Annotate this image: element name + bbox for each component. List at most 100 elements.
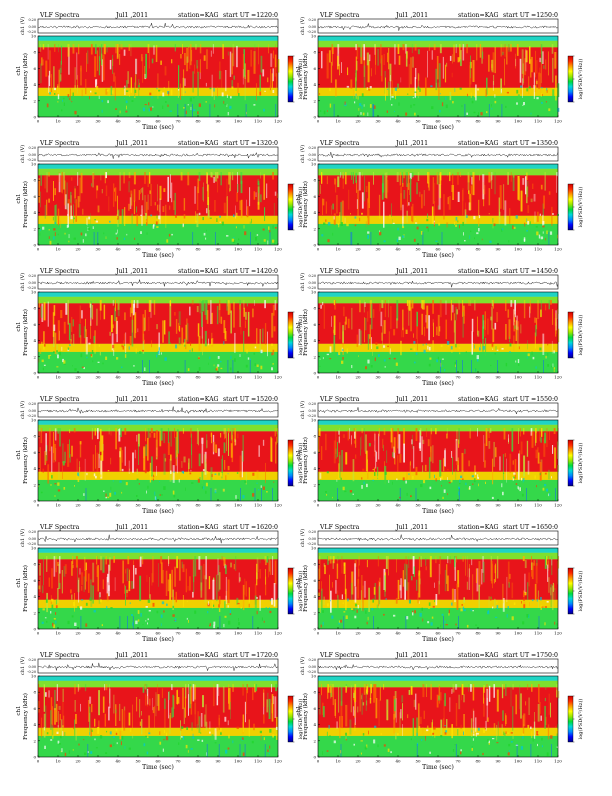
time-tick-label: 80 (475, 759, 481, 764)
spectral-streak (516, 300, 517, 306)
spectral-streak (236, 45, 238, 68)
spectral-streak (369, 300, 372, 318)
spectral-impulse (244, 744, 246, 757)
time-tick-label: 50 (135, 503, 141, 508)
spectral-speckle (511, 616, 514, 621)
spectral-streak (235, 439, 237, 446)
spectral-streak (225, 595, 227, 600)
spectral-streak (322, 702, 324, 715)
spectral-speckle (432, 605, 435, 608)
spectral-streak (57, 85, 59, 93)
spectral-streak (94, 718, 96, 727)
spectral-speckle (418, 726, 421, 730)
spectral-streak (547, 564, 549, 582)
spectral-impulse (530, 744, 532, 757)
spectral-speckle (81, 366, 85, 368)
spectral-streak (330, 61, 333, 83)
spectral-streak (425, 314, 427, 323)
spectral-streak (135, 58, 138, 75)
spectral-speckle (460, 724, 462, 729)
spectral-speckle (372, 598, 374, 603)
spectral-streak (422, 684, 425, 698)
time-tick-label: 30 (375, 503, 381, 508)
spectral-speckle (491, 108, 493, 110)
spectral-speckle (191, 348, 193, 352)
time-axis-label: Time (sec) (142, 124, 174, 131)
spectral-streak (491, 307, 493, 330)
spectral-streak (540, 184, 543, 190)
spectral-streak (400, 578, 402, 599)
spectral-streak (335, 448, 337, 459)
spectral-speckle (454, 88, 456, 92)
spectral-streak (456, 440, 458, 465)
spectral-streak (545, 686, 547, 690)
spectral-streak (333, 300, 335, 306)
spectral-streak (145, 729, 147, 734)
spectral-streak (120, 44, 123, 50)
time-tick-label: 30 (95, 119, 101, 124)
spectral-streak (93, 335, 95, 344)
colorbar (567, 567, 574, 615)
spectral-speckle (87, 227, 90, 230)
spectral-streak (400, 77, 402, 83)
spectral-streak (44, 175, 46, 189)
spectral-speckle (51, 475, 53, 479)
spectral-streak (150, 428, 153, 433)
spectral-streak (160, 556, 163, 564)
spectral-streak (415, 466, 418, 476)
spectral-streak (422, 439, 425, 444)
panel-date: Jul1 ,2011 (115, 652, 148, 659)
spectral-streak (85, 329, 87, 345)
spectral-streak (455, 469, 457, 480)
spectral-streak (436, 172, 439, 185)
spectral-speckle (89, 597, 92, 601)
spectral-speckle (116, 357, 119, 360)
freq-tick-label: 0 (313, 243, 316, 248)
time-tick-label: 50 (415, 503, 421, 508)
spectral-speckle (49, 240, 52, 245)
spectral-speckle (540, 87, 543, 89)
spectral-speckle (547, 353, 549, 356)
spectral-speckle (445, 96, 447, 100)
spectral-speckle (268, 226, 270, 230)
spectral-streak (512, 684, 514, 690)
spectral-streak (178, 322, 180, 331)
band-green-upper (38, 168, 278, 176)
spectral-speckle (329, 88, 331, 92)
spectral-speckle (462, 221, 464, 226)
spectral-streak (117, 195, 118, 220)
spectral-speckle (380, 733, 382, 735)
spectral-streak (214, 172, 217, 182)
spectral-streak (520, 90, 522, 94)
spectral-speckle (526, 230, 528, 232)
spectral-speckle (121, 366, 123, 368)
time-tick-label: 60 (435, 503, 441, 508)
spectral-streak (262, 439, 265, 446)
freq-tick-label: 0 (33, 243, 36, 248)
spectral-streak (90, 728, 92, 737)
spectral-streak (347, 318, 350, 329)
spectral-speckle (455, 343, 457, 348)
spectral-streak (150, 300, 152, 318)
spectral-streak (211, 312, 213, 324)
spectral-streak (361, 695, 362, 700)
spectral-streak (398, 434, 401, 454)
spectral-speckle (485, 481, 486, 484)
spectral-streak (202, 335, 203, 356)
ch-tick-label: 0.00 (28, 409, 36, 413)
spectral-streak (395, 698, 397, 723)
spectral-speckle (544, 606, 547, 608)
spectral-speckle (155, 221, 158, 225)
spectral-streak (199, 72, 201, 80)
spectral-streak (527, 684, 529, 690)
spectral-streak (464, 448, 466, 454)
spectral-streak (63, 715, 65, 736)
spectral-streak (419, 578, 421, 585)
spectral-streak (257, 186, 260, 205)
spectral-streak (128, 44, 130, 51)
spectral-streak (239, 577, 241, 582)
freq-tick-label: 8 (33, 50, 36, 55)
spectral-speckle (158, 89, 161, 92)
spectral-speckle (526, 88, 529, 92)
